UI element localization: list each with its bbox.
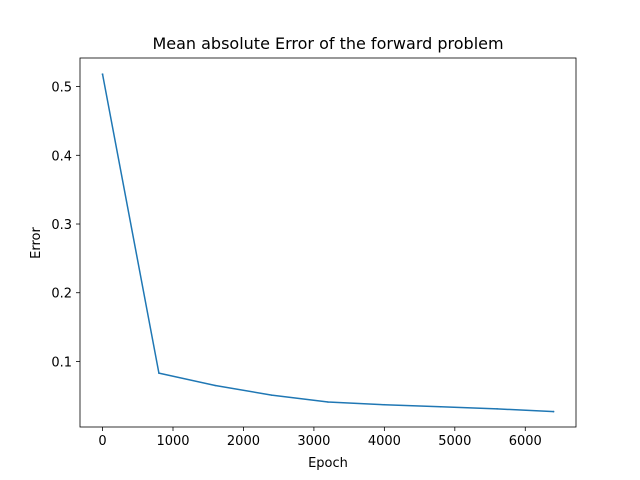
x-axis-label: Epoch xyxy=(308,456,348,471)
y-tick-label: 0.1 xyxy=(51,355,72,370)
chart-title: Mean absolute Error of the forward probl… xyxy=(152,34,503,53)
x-axis-ticks: 0 1000 2000 3000 4000 5000 6000 xyxy=(98,427,542,449)
plot-area xyxy=(79,57,577,428)
data-point xyxy=(496,408,498,410)
x-tick-label: 0 xyxy=(98,434,106,449)
y-tick-label: 0.3 xyxy=(51,218,72,233)
data-point xyxy=(439,405,442,408)
x-tick-label: 5000 xyxy=(438,434,471,449)
data-points xyxy=(101,73,555,413)
x-tick-label: 6000 xyxy=(509,434,542,449)
y-axis-ticks: 0.1 0.2 0.3 0.4 0.5 xyxy=(51,81,80,370)
x-tick-label: 1000 xyxy=(156,434,189,449)
data-point xyxy=(158,372,160,374)
data-point xyxy=(270,394,273,396)
data-point xyxy=(327,401,329,403)
x-tick-label: 3000 xyxy=(297,434,330,449)
data-point xyxy=(383,403,386,406)
y-tick-label: 0.2 xyxy=(51,287,72,302)
x-tick-label: 4000 xyxy=(368,434,401,449)
data-point xyxy=(214,384,217,387)
y-tick-label: 0.4 xyxy=(51,149,72,164)
y-axis-label: Error xyxy=(29,227,44,259)
plot-frame xyxy=(79,57,577,428)
data-point xyxy=(101,73,104,76)
y-tick-label: 0.5 xyxy=(51,81,72,96)
data-point xyxy=(552,410,555,413)
x-tick-label: 2000 xyxy=(227,434,260,449)
